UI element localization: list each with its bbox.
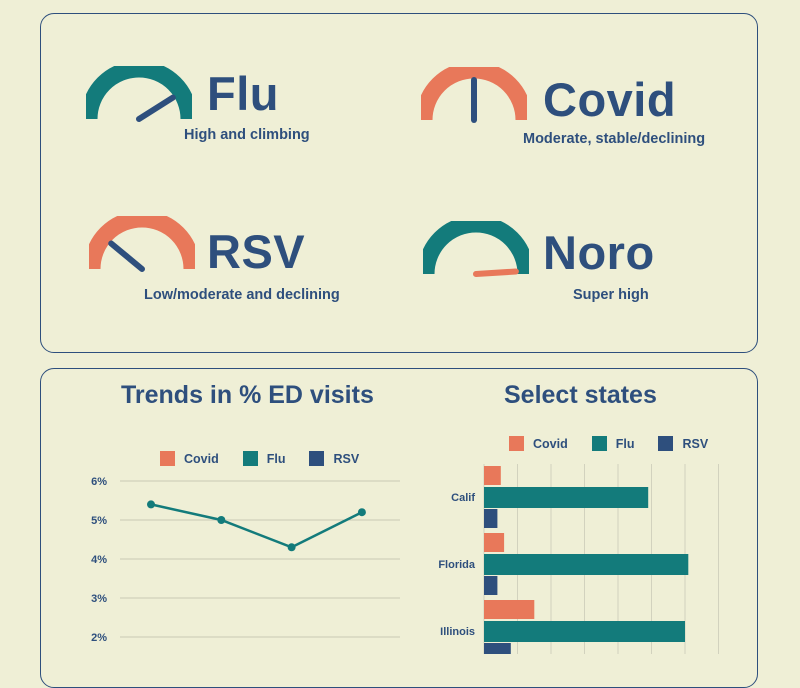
- flu-data-point: [357, 508, 366, 517]
- rsv-title: RSV: [207, 225, 306, 278]
- legend-swatch-flu: [591, 436, 607, 451]
- legend-swatch-covid: [160, 451, 175, 466]
- flu-data-point: [217, 516, 226, 524]
- flu-title: Flu: [207, 67, 279, 120]
- covid-gauge: [421, 67, 527, 123]
- covid-bar: [484, 600, 535, 619]
- bar-chart-title: Select states: [504, 381, 657, 409]
- legend-label-covid: Covid: [533, 436, 568, 451]
- flu-bar: [484, 554, 689, 575]
- legend-swatch-covid: [509, 436, 524, 451]
- y-tick-label: 6%: [91, 476, 107, 488]
- category-label: Florida: [438, 559, 476, 571]
- flu-bar: [484, 621, 685, 642]
- legend-label-flu: Flu: [266, 451, 286, 466]
- flu-series-line: [150, 503, 363, 549]
- rsv-bar: [484, 643, 511, 654]
- noro-title: Noro: [543, 226, 655, 279]
- rsv-gauge: [89, 216, 195, 272]
- covid-bar: [484, 533, 505, 552]
- flu-gauge-needle: [136, 94, 176, 122]
- category-label: Illinois: [440, 626, 475, 638]
- y-tick-label: 5%: [91, 515, 107, 527]
- legend-label-flu: Flu: [615, 436, 635, 451]
- rsv-bar: [484, 576, 498, 595]
- legend-label-covid: Covid: [184, 451, 219, 466]
- covid-status: Moderate, stable/declining: [523, 131, 706, 147]
- flu-status: High and climbing: [184, 127, 310, 143]
- noro-gauge: [423, 221, 529, 277]
- rsv-gauge-needle: [108, 240, 145, 272]
- category-label: Calif: [451, 492, 475, 504]
- y-tick-label: 4%: [91, 554, 107, 566]
- line-chart: 6% 5% 4% 3% 2%: [91, 476, 400, 644]
- rsv-status: Low/moderate and declining: [144, 287, 340, 303]
- noro-gauge-needle: [473, 268, 519, 277]
- y-tick-label: 3%: [91, 593, 107, 605]
- y-tick-label: 2%: [91, 632, 107, 644]
- covid-bar: [484, 466, 501, 485]
- legend-label-rsv: RSV: [682, 436, 709, 451]
- bar-chart: Calif Florida Illinois: [438, 464, 719, 654]
- bar-chart-legend: Covid Flu RSV: [509, 436, 732, 451]
- rsv-bar: [484, 509, 498, 528]
- flu-gauge: [86, 66, 192, 122]
- legend-swatch-rsv: [658, 436, 674, 451]
- legend-swatch-rsv: [309, 451, 325, 466]
- flu-data-point: [287, 543, 296, 552]
- line-chart-legend: Covid Flu RSV: [160, 451, 383, 466]
- covid-title: Covid: [543, 73, 677, 126]
- flu-bar: [484, 487, 649, 508]
- flu-data-point: [147, 500, 155, 509]
- line-chart-title: Trends in % ED visits: [121, 381, 374, 409]
- noro-status: Super high: [573, 287, 649, 303]
- legend-label-rsv: RSV: [333, 451, 360, 466]
- legend-swatch-flu: [242, 451, 258, 466]
